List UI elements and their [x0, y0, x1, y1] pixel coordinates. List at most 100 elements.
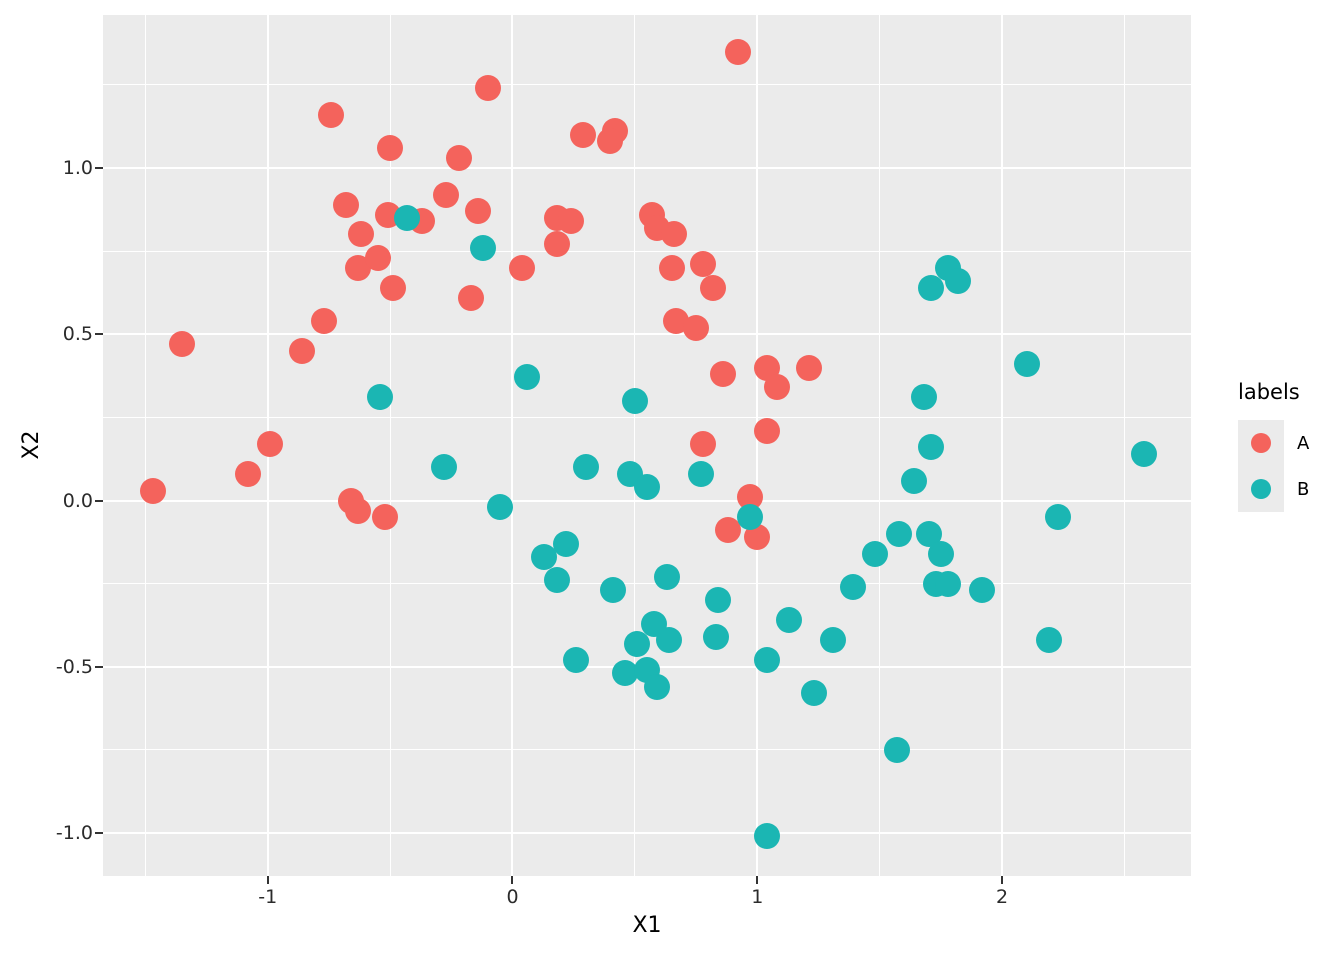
data-point-a [475, 75, 502, 102]
y-minor-gridline [103, 749, 1191, 751]
x-tick-label: 2 [995, 886, 1009, 908]
data-point-b [910, 384, 937, 411]
x-minor-gridline [389, 15, 391, 876]
x-tick-label: -1 [258, 886, 278, 908]
data-point-a [288, 337, 315, 364]
data-point-b [935, 570, 962, 597]
x-major-gridline [756, 15, 759, 876]
data-point-b [820, 627, 847, 654]
y-tick-mark [95, 166, 103, 169]
x-minor-gridline [144, 15, 146, 876]
y-tick-mark [95, 665, 103, 668]
legend-label-a: A [1297, 432, 1310, 454]
data-point-a [257, 431, 284, 457]
data-point-a [445, 145, 472, 171]
data-point-a [543, 231, 570, 258]
data-point-b [543, 567, 570, 594]
data-point-b [643, 673, 670, 700]
y-minor-gridline [103, 416, 1191, 418]
data-point-b [944, 268, 971, 295]
data-point-b [1045, 504, 1072, 531]
data-point-b [470, 234, 497, 261]
x-axis-title: X1 [632, 913, 662, 938]
legend-title: labels [1238, 380, 1300, 404]
data-point-b [553, 530, 580, 557]
data-point-b [621, 387, 648, 414]
x-tick-label: 1 [751, 886, 764, 908]
x-major-gridline [511, 15, 514, 876]
x-minor-gridline [1123, 15, 1125, 876]
x-tick-mark [266, 876, 269, 884]
data-point-a [372, 504, 399, 531]
y-major-gridline [103, 166, 1191, 169]
data-point-a [683, 314, 710, 341]
data-point-a [714, 517, 741, 544]
legend-key-b [1238, 466, 1284, 512]
data-point-b [487, 494, 514, 521]
x-minor-gridline [879, 15, 881, 876]
data-point-a [763, 374, 790, 401]
x-tick-mark [756, 876, 759, 884]
data-point-a [345, 497, 372, 524]
data-point-b [918, 274, 945, 301]
data-point-a [754, 417, 781, 444]
data-point-a [377, 135, 404, 162]
data-point-a [724, 38, 751, 65]
data-point-a [379, 274, 406, 301]
data-point-b [702, 623, 729, 650]
data-point-a [690, 431, 717, 457]
data-point-b [736, 504, 763, 531]
y-major-gridline [103, 832, 1191, 835]
data-point-b [1035, 627, 1062, 654]
x-tick-mark [511, 876, 514, 884]
legend-entry-a: A [1238, 420, 1309, 466]
data-point-a [333, 191, 360, 218]
data-point-b [969, 577, 996, 604]
y-tick-mark [95, 832, 103, 835]
y-axis-title: X2 [19, 430, 44, 460]
data-point-b [861, 540, 888, 567]
data-point-b [776, 607, 803, 634]
legend-dot-b [1251, 479, 1271, 499]
legend-label-b: B [1297, 478, 1310, 500]
data-point-a [347, 221, 374, 248]
data-point-a [658, 254, 685, 281]
legend: labels A B [1238, 380, 1309, 512]
data-point-b [754, 823, 781, 850]
legend-dot-a [1251, 433, 1271, 453]
data-point-b [927, 540, 954, 567]
y-tick-label: -1.0 [55, 822, 93, 845]
data-point-b [572, 454, 599, 481]
data-point-a [318, 101, 345, 128]
data-point-b [656, 627, 683, 654]
data-point-b [599, 577, 626, 604]
x-tick-label: 0 [506, 886, 519, 908]
data-point-a [570, 121, 597, 148]
x-major-gridline [1001, 15, 1004, 876]
plot-panel [103, 15, 1191, 876]
data-point-a [311, 307, 338, 334]
y-tick-mark [95, 333, 103, 336]
y-tick-label: 0.5 [62, 323, 93, 346]
data-point-b [394, 204, 421, 231]
data-point-b [883, 736, 910, 763]
data-point-b [839, 574, 866, 600]
data-point-b [687, 460, 714, 487]
data-point-b [900, 467, 927, 494]
data-point-a [139, 477, 166, 504]
data-point-b [531, 544, 558, 571]
data-point-b [754, 647, 781, 674]
legend-entry-b: B [1238, 466, 1309, 512]
data-point-b [800, 680, 827, 707]
data-point-b [624, 630, 651, 657]
data-point-a [457, 284, 484, 311]
data-point-a [558, 208, 585, 235]
y-major-gridline [103, 499, 1191, 502]
x-tick-mark [1001, 876, 1004, 884]
data-point-b [634, 474, 661, 501]
data-point-a [700, 274, 727, 301]
legend-key-a [1238, 420, 1284, 466]
data-point-b [514, 364, 541, 391]
data-point-a [661, 221, 688, 248]
